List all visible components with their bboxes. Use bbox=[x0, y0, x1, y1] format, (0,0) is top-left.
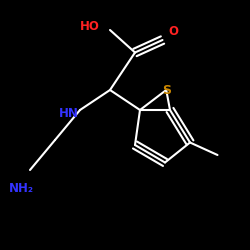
Text: HN: HN bbox=[59, 107, 79, 120]
Text: S: S bbox=[162, 84, 171, 96]
Text: HO: HO bbox=[80, 20, 100, 33]
Text: O: O bbox=[169, 25, 179, 38]
Text: NH₂: NH₂ bbox=[9, 182, 34, 195]
